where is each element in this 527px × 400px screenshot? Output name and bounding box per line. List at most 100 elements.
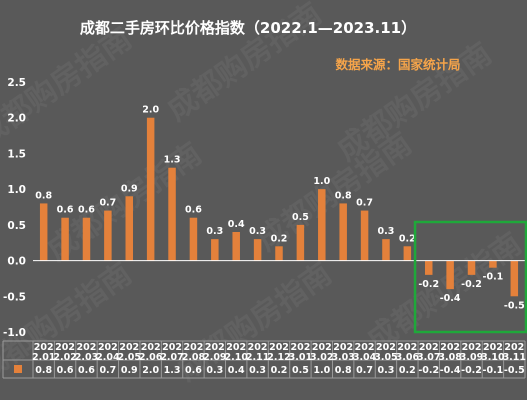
x-tick-label: 202 2.07 bbox=[160, 342, 183, 363]
data-label: -0.4 bbox=[440, 293, 461, 304]
table-value: 0.7 bbox=[356, 365, 373, 376]
table-value: 0.3 bbox=[378, 365, 395, 376]
data-source: 数据来源：国家统计局 bbox=[334, 57, 460, 72]
y-tick-label: 0.0 bbox=[7, 256, 26, 268]
data-label: 0.9 bbox=[121, 183, 138, 194]
bar bbox=[339, 203, 347, 261]
table-value: 0.3 bbox=[249, 365, 266, 376]
x-tick-label: 202 2.03 bbox=[75, 342, 98, 363]
table-value: 1.3 bbox=[164, 365, 181, 376]
y-tick-label: 2.0 bbox=[7, 113, 26, 125]
x-tick-label: 202 3.06 bbox=[396, 342, 420, 363]
data-label: -0.2 bbox=[418, 279, 439, 290]
table-value: -0.5 bbox=[504, 365, 525, 376]
y-tick-label: 2.5 bbox=[7, 77, 26, 89]
data-label: 0.3 bbox=[249, 226, 266, 237]
x-tick-label: 202 2.09 bbox=[203, 342, 226, 363]
data-label: 0.8 bbox=[335, 190, 352, 201]
data-label: 1.3 bbox=[164, 155, 181, 166]
table-value: 0.2 bbox=[271, 365, 288, 376]
data-label: -0.5 bbox=[504, 300, 525, 311]
table-value: -0.4 bbox=[440, 365, 461, 376]
data-label: 0.7 bbox=[99, 198, 116, 209]
x-tick-label: 202 3.11 bbox=[503, 342, 526, 363]
bar bbox=[104, 210, 112, 261]
x-tick-label: 202 3.01 bbox=[289, 342, 312, 363]
data-label: 0.7 bbox=[356, 198, 373, 209]
data-label: 0.5 bbox=[292, 212, 309, 223]
bar bbox=[61, 217, 69, 261]
table-value: 0.4 bbox=[228, 365, 245, 376]
table-value: 2.0 bbox=[142, 365, 159, 376]
highlight-box bbox=[413, 220, 527, 334]
bar bbox=[168, 167, 176, 261]
y-tick-label: 1.5 bbox=[7, 148, 26, 160]
bar bbox=[211, 239, 219, 261]
bar bbox=[189, 217, 198, 261]
y-axis: -1.0 -0.5 0.0 0.5 1.0 1.5 2.0 2.5 bbox=[3, 77, 26, 339]
table-value: -0.1 bbox=[483, 365, 504, 376]
x-tick-label: 202 3.10 bbox=[481, 342, 505, 363]
data-label: -0.2 bbox=[461, 279, 482, 290]
data-label: 1.0 bbox=[313, 176, 330, 187]
table-value: 0.3 bbox=[206, 365, 223, 376]
bar bbox=[232, 232, 240, 261]
x-tick-label: 202 2.08 bbox=[182, 342, 206, 363]
bar bbox=[82, 217, 91, 261]
bar bbox=[253, 239, 262, 261]
bar bbox=[360, 210, 369, 261]
x-tick-label: 202 3.05 bbox=[374, 342, 397, 363]
bar bbox=[489, 260, 497, 268]
y-tick-label: -1.0 bbox=[3, 327, 26, 339]
x-tick-label: 202 2.04 bbox=[96, 342, 120, 363]
data-label: 0.6 bbox=[78, 205, 95, 216]
bar bbox=[467, 260, 476, 275]
data-label: 0.2 bbox=[271, 233, 288, 244]
x-tick-label: 202 3.07 bbox=[417, 342, 440, 363]
data-label: 0.6 bbox=[57, 205, 74, 216]
y-tick-label: 0.5 bbox=[7, 220, 26, 232]
x-tick-label: 202 2.06 bbox=[139, 342, 163, 363]
value-labels: 0.8 0.6 0.6 0.7 0.9 2.0 1.3 0.6 0.3 0.4 0.3 0.2 0.5 1… bbox=[35, 105, 524, 312]
x-tick-label: 202 3.03 bbox=[331, 342, 354, 363]
legend-swatch bbox=[14, 365, 22, 373]
x-tick-label: 202 3.08 bbox=[438, 342, 462, 363]
x-tick-label: 202 2.05 bbox=[118, 342, 141, 363]
bars bbox=[39, 117, 519, 297]
table-value: 0.9 bbox=[121, 365, 138, 376]
bar bbox=[146, 117, 155, 261]
table-value: 0.6 bbox=[78, 365, 95, 376]
chart-title: 成都二手房环比价格指数（2022.1—2023.11） bbox=[80, 19, 416, 37]
bar bbox=[318, 189, 326, 261]
data-label: 0.3 bbox=[378, 226, 395, 237]
highlight-rect bbox=[413, 220, 527, 334]
table-value: 0.5 bbox=[292, 365, 309, 376]
data-label: 2.0 bbox=[142, 105, 159, 116]
y-tick-label: -0.5 bbox=[3, 291, 26, 303]
x-tick-label: 202 2.10 bbox=[224, 342, 248, 363]
x-tick-label: 202 3.09 bbox=[460, 342, 483, 363]
bar bbox=[382, 239, 390, 261]
bar bbox=[510, 260, 519, 297]
table-value: -0.2 bbox=[418, 365, 439, 376]
data-label: 0.6 bbox=[185, 205, 202, 216]
x-tick-label: 202 2.11 bbox=[246, 342, 269, 363]
x-tick-label: 202 3.04 bbox=[353, 342, 377, 363]
bar bbox=[39, 203, 48, 261]
table-value: 1.0 bbox=[313, 365, 330, 376]
bar bbox=[296, 224, 305, 261]
table-value: 0.7 bbox=[99, 365, 116, 376]
table-value: 0.6 bbox=[57, 365, 74, 376]
table-value: -0.2 bbox=[461, 365, 482, 376]
x-tick-label: 202 2.02 bbox=[53, 342, 76, 363]
bar bbox=[446, 260, 454, 290]
y-tick-label: 1.0 bbox=[7, 184, 26, 196]
data-label: 0.8 bbox=[35, 190, 52, 201]
x-tick-label: 202 3.02 bbox=[310, 342, 333, 363]
data-label: 0.3 bbox=[206, 226, 223, 237]
data-label: -0.1 bbox=[483, 272, 504, 283]
table-value: 0.2 bbox=[399, 365, 416, 376]
